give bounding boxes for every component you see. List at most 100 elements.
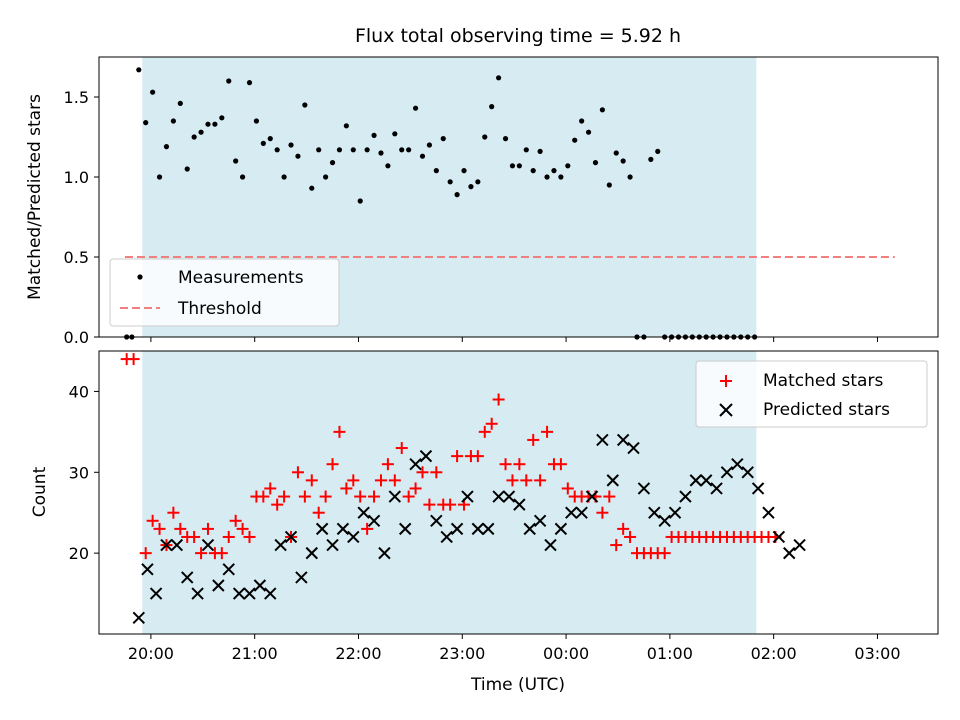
measurement-point bbox=[309, 185, 315, 191]
matched-star-point bbox=[139, 547, 152, 560]
bottom-panel-points-layer bbox=[120, 353, 806, 625]
measurement-point bbox=[233, 158, 239, 164]
matched-star-point bbox=[271, 498, 284, 511]
matched-star-point bbox=[478, 425, 491, 438]
top-panel: 0.0 0.5 1.0 1.5 Matched/Predicted stars Mea… bbox=[25, 56, 939, 347]
matched-star-point bbox=[402, 490, 415, 503]
predicted-star-point bbox=[616, 433, 630, 447]
measurement-point bbox=[496, 75, 502, 81]
measurement-point bbox=[371, 132, 377, 138]
predicted-legend-marker bbox=[719, 403, 733, 417]
matched-star-point bbox=[167, 506, 180, 519]
measurements-legend-label: Measurements bbox=[178, 268, 304, 288]
measurement-point bbox=[419, 153, 426, 159]
chart-title: Flux total observing time = 5.92 h bbox=[355, 25, 681, 47]
y-tick-label: 20 bbox=[69, 544, 89, 563]
measurement-point bbox=[579, 118, 585, 124]
bottom-panel: 20 30 40 20:00 21:00 22:00 23:00 00:00 01:00 02:… bbox=[30, 350, 939, 695]
matched-star-point bbox=[388, 474, 401, 487]
predicted-star-point bbox=[772, 530, 786, 544]
matched-star-point bbox=[215, 547, 228, 560]
top-panel-yaxis: 0.0 0.5 1.0 1.5 bbox=[64, 88, 99, 347]
predicted-star-point bbox=[679, 490, 692, 503]
matched-star-point bbox=[423, 498, 436, 511]
measurement-point bbox=[364, 147, 370, 153]
measurement-point bbox=[184, 166, 190, 172]
measurement-point bbox=[323, 174, 329, 180]
predicted-star-point bbox=[554, 522, 568, 536]
matched-star-point bbox=[257, 490, 270, 503]
top-panel-frame bbox=[98, 56, 939, 338]
x-tick-label: 01:00 bbox=[647, 644, 693, 663]
measurement-point bbox=[316, 147, 322, 153]
top-panel-xticks bbox=[150, 337, 878, 342]
bottom-panel-frame bbox=[98, 350, 939, 635]
matched-star-point bbox=[340, 482, 353, 495]
measurement-point bbox=[191, 134, 197, 140]
matched-star-point bbox=[513, 458, 526, 471]
predicted-star-point bbox=[627, 441, 640, 455]
measurement-point bbox=[530, 168, 536, 174]
predicted-star-point bbox=[388, 490, 402, 503]
matched-star-point bbox=[278, 490, 291, 503]
predicted-star-point bbox=[295, 571, 308, 584]
predicted-star-point bbox=[181, 571, 194, 584]
measurement-point bbox=[475, 179, 481, 185]
matched-legend-marker bbox=[720, 375, 732, 387]
bottom-observing-span bbox=[142, 351, 757, 634]
measurement-point bbox=[246, 80, 253, 86]
matched-star-point bbox=[444, 498, 457, 511]
matched-star-point bbox=[312, 506, 325, 519]
predicted-star-point bbox=[596, 433, 609, 447]
measurement-point bbox=[329, 160, 336, 166]
predicted-star-point bbox=[367, 514, 381, 528]
measurements-legend-marker bbox=[137, 274, 143, 280]
measurement-point bbox=[170, 118, 176, 124]
predicted-star-point bbox=[315, 522, 329, 536]
measurement-point bbox=[412, 105, 419, 111]
measurement-point bbox=[440, 136, 446, 142]
measurement-point bbox=[274, 147, 280, 153]
bottom-panel-yaxis: 20 30 40 bbox=[69, 382, 99, 563]
y-tick-label: 1.5 bbox=[64, 88, 89, 107]
bottom-panel-xaxis: 20:00 21:00 22:00 23:00 00:00 01:00 02:00 03:00 bbox=[128, 634, 901, 663]
predicted-star-point bbox=[398, 522, 412, 536]
measurement-point bbox=[585, 129, 592, 135]
measurement-point bbox=[565, 163, 571, 169]
predicted-star-point bbox=[222, 563, 235, 576]
measurement-point bbox=[620, 158, 626, 164]
predicted-star-point bbox=[533, 514, 547, 528]
measurement-point bbox=[385, 163, 391, 169]
matched-star-point bbox=[127, 353, 140, 366]
matched-star-point bbox=[506, 474, 519, 487]
matched-star-point bbox=[229, 514, 242, 527]
matched-star-point bbox=[305, 474, 318, 487]
measurement-point bbox=[648, 156, 654, 162]
top-legend: Measurements Threshold bbox=[109, 258, 340, 327]
predicted-star-point bbox=[720, 466, 734, 479]
predicted-star-point bbox=[419, 449, 433, 463]
measurement-point bbox=[357, 198, 363, 204]
predicted-star-point bbox=[585, 490, 599, 503]
matched-star-point bbox=[291, 466, 304, 479]
matched-star-point bbox=[243, 530, 256, 543]
measurement-point bbox=[198, 129, 204, 135]
matched-star-point bbox=[222, 530, 235, 543]
matched-star-point bbox=[554, 458, 567, 471]
measurement-point bbox=[627, 174, 633, 180]
measurement-point bbox=[288, 142, 294, 148]
matched-star-point bbox=[485, 417, 498, 430]
x-tick-label: 02:00 bbox=[751, 644, 797, 663]
measurement-point bbox=[253, 118, 260, 124]
measurement-point bbox=[399, 147, 405, 153]
top-panel-ylabel: Matched/Predicted stars bbox=[25, 94, 45, 300]
matched-star-point bbox=[603, 490, 616, 503]
matched-star-point bbox=[492, 393, 505, 406]
bottom-panel-span-layer bbox=[142, 351, 757, 634]
measurement-point bbox=[551, 168, 557, 174]
y-tick-label: 0.5 bbox=[64, 248, 89, 267]
predicted-star-point bbox=[253, 579, 267, 592]
measurement-point bbox=[599, 107, 606, 113]
measurement-point bbox=[136, 67, 142, 73]
